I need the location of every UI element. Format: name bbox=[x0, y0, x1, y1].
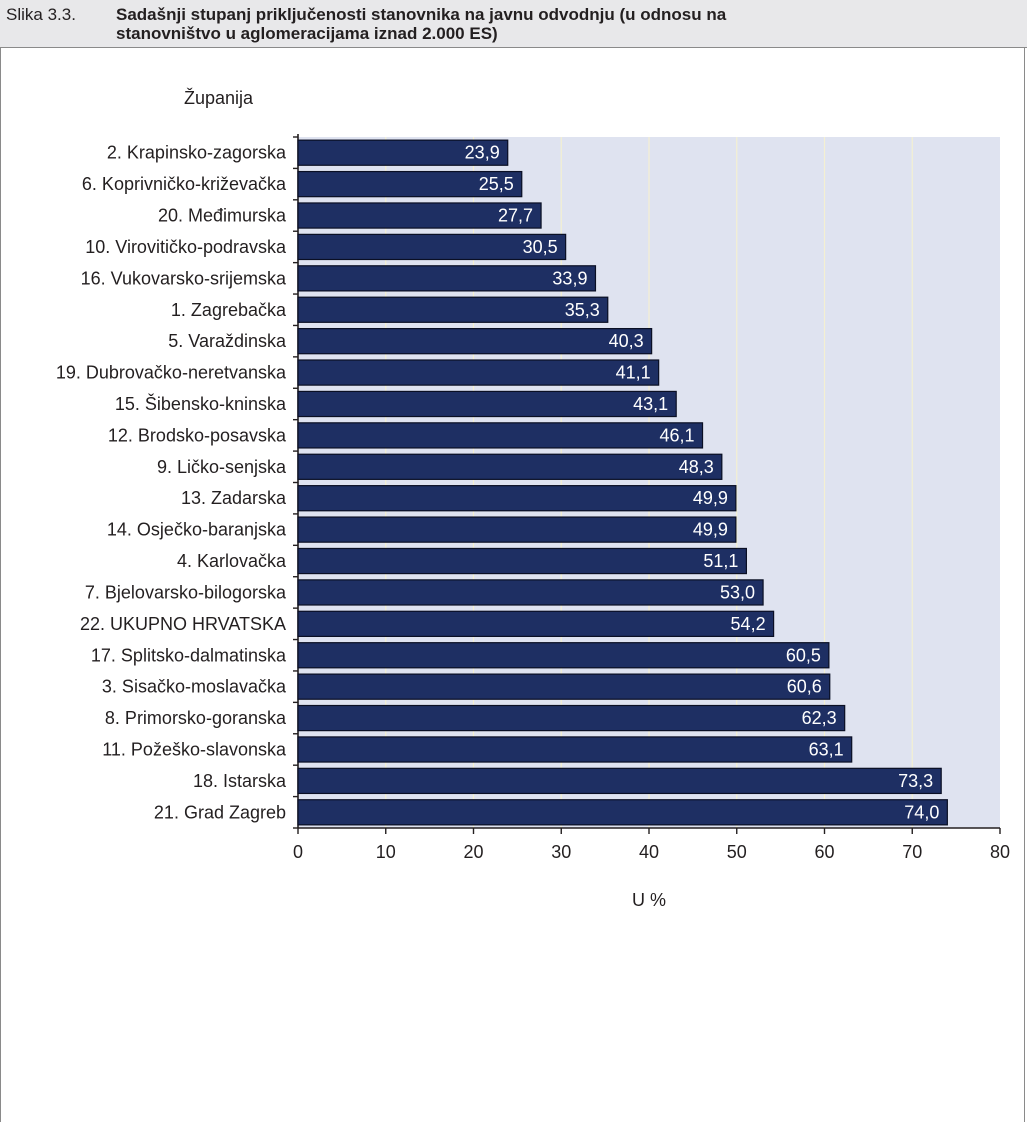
x-tick-label: 50 bbox=[727, 842, 747, 862]
bar-value-label: 25,5 bbox=[479, 174, 514, 194]
x-tick-label: 10 bbox=[376, 842, 396, 862]
bar-value-label: 60,5 bbox=[786, 645, 821, 665]
x-tick-label: 30 bbox=[551, 842, 571, 862]
bar-value-label: 51,1 bbox=[703, 551, 738, 571]
category-label: 17. Splitsko-dalmatinska bbox=[91, 645, 287, 665]
bar-value-label: 46,1 bbox=[659, 425, 694, 445]
x-tick-label: 80 bbox=[990, 842, 1010, 862]
category-label: 1. Zagrebačka bbox=[171, 300, 287, 320]
bar bbox=[297, 422, 704, 449]
category-label: 5. Varaždinska bbox=[168, 331, 287, 351]
category-label: 10. Virovitičko-podravska bbox=[85, 237, 287, 257]
category-label: 20. Međimurska bbox=[158, 206, 287, 226]
bar bbox=[297, 359, 660, 386]
x-tick-label: 0 bbox=[293, 842, 303, 862]
bar bbox=[297, 579, 764, 606]
bar bbox=[297, 170, 523, 198]
bar bbox=[297, 296, 609, 323]
bar bbox=[297, 453, 723, 480]
bar bbox=[297, 673, 831, 700]
category-label: 11. Požeško-slavonska bbox=[102, 739, 287, 759]
bar bbox=[297, 265, 597, 292]
bar bbox=[297, 233, 567, 261]
bar-value-label: 74,0 bbox=[904, 802, 939, 822]
bar bbox=[297, 139, 509, 166]
category-label: 9. Ličko-senjska bbox=[157, 457, 287, 477]
bar-value-label: 60,6 bbox=[787, 677, 822, 697]
x-tick-label: 70 bbox=[902, 842, 922, 862]
category-axis-header: Županija bbox=[184, 88, 254, 108]
category-label: 8. Primorsko-goranska bbox=[105, 708, 287, 728]
bar bbox=[297, 485, 737, 512]
bar-value-label: 54,2 bbox=[731, 614, 766, 634]
category-label: 19. Dubrovačko-neretvanska bbox=[56, 363, 287, 383]
bar-value-label: 53,0 bbox=[720, 582, 755, 602]
bar bbox=[297, 390, 677, 418]
x-tick-label: 20 bbox=[463, 842, 483, 862]
bar-value-label: 43,1 bbox=[633, 394, 668, 414]
figure-title-line-2: stanovništvo u aglomeracijama iznad 2.00… bbox=[116, 24, 498, 43]
category-label: 7. Bjelovarsko-bilogorska bbox=[85, 582, 287, 602]
x-axis-label: U % bbox=[632, 890, 666, 910]
bar-value-label: 35,3 bbox=[565, 300, 600, 320]
bar-value-label: 62,3 bbox=[802, 708, 837, 728]
bar-value-label: 33,9 bbox=[552, 268, 587, 288]
bar bbox=[297, 642, 830, 669]
bar-value-label: 41,1 bbox=[616, 363, 651, 383]
figure-title-line-1: Sadašnji stupanj priključenosti stanovni… bbox=[116, 5, 727, 24]
category-label: 15. Šibensko-kninska bbox=[115, 393, 287, 414]
bar-value-label: 63,1 bbox=[809, 739, 844, 759]
bar-value-label: 49,9 bbox=[693, 488, 728, 508]
bar-value-label: 73,3 bbox=[898, 771, 933, 791]
bar bbox=[297, 610, 775, 638]
category-label: 3. Sisačko-moslavačka bbox=[102, 677, 287, 697]
category-label: 14. Osječko-baranjska bbox=[107, 520, 287, 540]
bar-value-label: 48,3 bbox=[679, 457, 714, 477]
bar bbox=[297, 327, 653, 355]
bar bbox=[297, 516, 737, 543]
bar-value-label: 27,7 bbox=[498, 206, 533, 226]
category-label: 16. Vukovarsko-srijemska bbox=[81, 268, 287, 288]
bar-value-label: 49,9 bbox=[693, 520, 728, 540]
figure-title-bar: Slika 3.3. Sadašnji stupanj priključenos… bbox=[0, 0, 1027, 48]
figure-title: Sadašnji stupanj priključenosti stanovni… bbox=[116, 5, 996, 43]
category-label: 12. Brodsko-posavska bbox=[108, 425, 287, 445]
bar bbox=[297, 799, 948, 826]
bar-value-label: 30,5 bbox=[523, 237, 558, 257]
category-label: 2. Krapinsko-zagorska bbox=[107, 143, 287, 163]
x-tick-label: 60 bbox=[814, 842, 834, 862]
category-label: 4. Karlovačka bbox=[177, 551, 287, 571]
category-label: 22. UKUPNO HRVATSKA bbox=[80, 614, 286, 634]
category-label: 21. Grad Zagreb bbox=[154, 802, 286, 822]
category-label: 6. Koprivničko-križevačka bbox=[82, 174, 287, 194]
bar-value-label: 40,3 bbox=[609, 331, 644, 351]
bar bbox=[297, 736, 853, 763]
bar bbox=[297, 767, 942, 795]
bar-value-label: 23,9 bbox=[465, 143, 500, 163]
bar bbox=[297, 704, 846, 732]
bar bbox=[297, 547, 748, 575]
x-tick-label: 40 bbox=[639, 842, 659, 862]
category-label: 18. Istarska bbox=[193, 771, 287, 791]
figure-number: Slika 3.3. bbox=[6, 5, 76, 24]
category-label: 13. Zadarska bbox=[181, 488, 287, 508]
bar bbox=[297, 202, 542, 229]
